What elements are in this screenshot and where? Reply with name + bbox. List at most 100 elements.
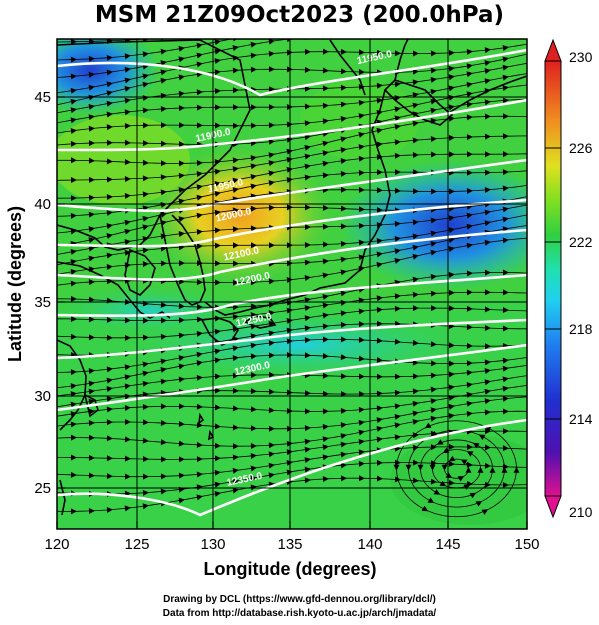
wind-arrow: [268, 50, 275, 57]
wind-arrow: [124, 436, 131, 443]
wind-arrow: [358, 99, 365, 106]
wind-arrow: [430, 360, 437, 367]
wind-arrow: [70, 98, 77, 105]
wind-arrow: [484, 220, 491, 227]
wind-arrow: [70, 107, 77, 114]
colorbar-label-222: 222: [569, 234, 593, 250]
wind-arrow: [268, 340, 275, 347]
wind-arrow: [430, 386, 437, 393]
wind-arrow: [394, 50, 401, 57]
wind-arrow: [250, 205, 257, 212]
wind-arrow: [160, 140, 167, 147]
wind-arrow: [232, 424, 239, 431]
wind-arrow: [196, 104, 203, 111]
lon-tick-145: 145: [435, 536, 460, 553]
wind-arrow: [484, 289, 491, 296]
wind-arrow: [412, 432, 419, 439]
wind-arrow: [502, 365, 509, 372]
wind-arrow: [250, 122, 257, 129]
wind-arrow: [323, 8, 330, 15]
wind-arrow: [214, 442, 221, 449]
wind-arrow: [232, 207, 239, 214]
wind-arrow: [501, 466, 508, 473]
wind-arrow: [358, 144, 365, 151]
wind-arrow: [412, 233, 419, 240]
wind-arrow: [377, 31, 383, 37]
wind-arrow: [340, 354, 347, 361]
wind-arrow: [214, 348, 221, 355]
wind-arrow: [268, 180, 275, 186]
wind-arrow: [322, 67, 329, 74]
x-axis-title: Longitude (degrees): [203, 559, 376, 579]
wind-arrow: [232, 467, 239, 474]
wind-arrow: [322, 423, 329, 430]
wind-arrow: [448, 460, 455, 467]
wind-arrow: [358, 373, 365, 380]
wind-arrow: [484, 444, 491, 451]
wind-arrow: [124, 176, 131, 183]
wind-arrow: [449, 0, 455, 2]
wind-arrow: [460, 459, 468, 465]
colorbar-label-214: 214: [569, 411, 593, 427]
wind-arrow: [340, 441, 347, 448]
wind-arrow: [484, 269, 491, 276]
wind-arrow: [250, 484, 257, 491]
wind-arrow: [376, 356, 383, 363]
wind-arrow: [88, 388, 95, 395]
wind-arrow: [489, 466, 496, 473]
wind-arrow: [88, 334, 95, 341]
wind-arrow: [70, 454, 77, 461]
wind-arrow: [340, 390, 347, 397]
wind-arrow: [142, 361, 149, 368]
wind-arrow: [430, 460, 437, 467]
wind-arrow: [106, 419, 113, 426]
wind-arrow: [503, 13, 509, 19]
wind-arrow: [214, 469, 221, 476]
wind-arrow: [250, 163, 257, 170]
wind-arrow: [124, 418, 131, 425]
wind-arrow: [466, 342, 473, 349]
wind-arrow: [196, 351, 203, 358]
wind-arrow: [88, 454, 95, 461]
wind-arrow: [178, 216, 185, 223]
wind-arrow: [393, 464, 400, 471]
wind-arrow: [268, 462, 275, 469]
wind-arrow: [430, 151, 437, 158]
wind-arrow: [88, 84, 95, 91]
wind-arrow: [304, 120, 311, 127]
wind-arrow: [502, 237, 509, 244]
wind-arrow: [448, 134, 455, 141]
wind-arrow: [88, 398, 95, 405]
wind-arrow: [88, 408, 95, 415]
wind-arrow: [340, 451, 347, 458]
wind-arrow: [178, 403, 185, 410]
wind-arrow: [467, 13, 473, 19]
wind-arrow: [232, 166, 239, 173]
wind-arrow: [513, 466, 520, 473]
wind-arrow: [340, 101, 347, 108]
wind-arrow: [70, 39, 77, 45]
wind-arrow: [304, 275, 311, 282]
wind-arrow: [178, 376, 185, 383]
wind-arrow: [340, 373, 347, 380]
wind-arrow: [178, 472, 185, 479]
wind-arrow: [412, 373, 419, 380]
wind-arrow: [502, 151, 509, 158]
wind-arrow: [430, 76, 437, 83]
wind-arrow: [232, 345, 239, 352]
colorbar-min-triangle: [544, 495, 562, 519]
wind-arrow: [376, 169, 383, 176]
wind-arrow: [502, 85, 509, 92]
wind-arrow: [358, 460, 365, 467]
wind-arrow: [268, 170, 275, 177]
wind-arrow: [484, 151, 491, 158]
wind-arrow: [340, 223, 347, 230]
wind-arrow: [340, 336, 347, 343]
wind-arrow: [421, 505, 429, 512]
wind-arrow: [502, 169, 509, 176]
wind-arrow: [70, 128, 77, 134]
wind-arrow: [448, 65, 455, 72]
wind-arrow: [160, 245, 167, 252]
wind-arrow: [304, 438, 311, 445]
wind-arrow: [502, 97, 509, 104]
